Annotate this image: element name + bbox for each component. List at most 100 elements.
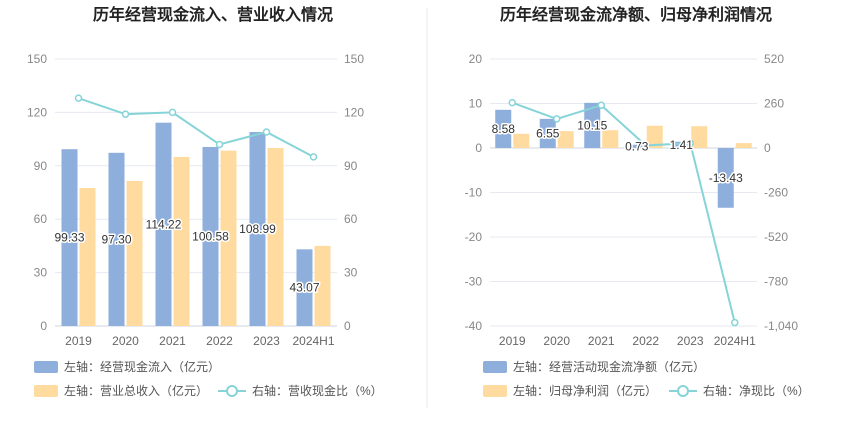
line-point <box>642 141 650 150</box>
left-axis-tick-label: -30 <box>465 275 483 289</box>
bar-primary <box>539 118 556 148</box>
bar-primary <box>673 141 690 148</box>
x-axis-tick-label: 2023 <box>677 334 704 348</box>
legend[interactable]: 左轴：经营活动现金流净额（亿元） 左轴：归母净利润（亿元） 右轴：净现比（%） <box>483 359 810 398</box>
left-axis-tick-label: 60 <box>34 212 48 226</box>
bar-primary <box>495 109 512 148</box>
legend-swatch-bar <box>483 385 507 397</box>
left-axis-tick-label: 10 <box>469 97 483 111</box>
bar-secondary <box>79 188 96 326</box>
left-axis-tick-label: -40 <box>465 319 483 333</box>
bar-primary <box>108 152 125 326</box>
line-point <box>262 128 271 136</box>
x-axis-tick-label: 2021 <box>588 334 615 348</box>
legend-swatch-marker <box>226 385 238 397</box>
right-axis-tick-label: -520 <box>764 230 788 244</box>
bar-primary <box>61 149 78 326</box>
x-axis-tick-label: 2023 <box>253 334 280 348</box>
bar-secondary <box>220 150 237 326</box>
legend-swatch-bar <box>34 361 58 373</box>
plot-area: 0 30 60 90 120 150 0 30 60 90 120 150 2019 2020 2021 20… <box>27 52 364 348</box>
legend-label: 右轴：营收现金比（%） <box>252 383 383 398</box>
legend-label: 左轴：营业总收入（亿元） <box>64 383 208 398</box>
left-axis-tick-label: 30 <box>34 266 48 280</box>
chart-title: 历年经营现金流入、营业收入情况 <box>93 5 333 24</box>
bar-data-label: 43.07 <box>289 281 319 295</box>
bar-data-label: 99.33 <box>54 231 84 245</box>
bar-secondary <box>735 143 752 148</box>
left-axis-tick-label: 90 <box>34 159 48 173</box>
line-series <box>511 101 736 323</box>
right-axis-tick-label: 60 <box>344 212 358 226</box>
right-axis-tick-label: 120 <box>344 105 364 119</box>
left-axis-tick-label: -20 <box>465 230 483 244</box>
line-point <box>215 140 224 149</box>
x-axis-tick-label: 2020 <box>543 334 570 348</box>
bar-secondary <box>557 131 574 148</box>
left-axis-tick-label: 20 <box>469 52 483 66</box>
line-point <box>731 318 739 327</box>
bar-primary <box>584 102 601 148</box>
left-axis-tick-label: 0 <box>40 319 47 333</box>
right-axis-tick-label: 30 <box>344 266 358 280</box>
line-point <box>597 101 605 109</box>
plot-area: -40 -30 -20 -10 0 10 20 -1,040 -780 -520 -260 0 260 5… <box>465 52 799 348</box>
legend-label: 左轴：经营现金流入（亿元） <box>64 359 220 374</box>
right-axis-tick-label: 520 <box>764 52 784 66</box>
line-point <box>121 110 130 118</box>
line-point <box>74 94 83 102</box>
bar-primary <box>249 131 266 326</box>
right-axis-tick-label: 0 <box>764 141 771 155</box>
bar-data-label: 8.58 <box>492 122 516 136</box>
legend-swatch-bar <box>34 385 58 397</box>
line-point <box>553 115 561 123</box>
x-axis-tick-label: 2020 <box>112 334 139 348</box>
bar-data-label: -13.43 <box>709 171 743 185</box>
right-axis-tick-label: 90 <box>344 159 358 173</box>
bar-data-label: 97.30 <box>101 232 131 246</box>
legend-swatch-bar <box>483 361 507 373</box>
legend[interactable]: 左轴：经营现金流入（亿元） 左轴：营业总收入（亿元） 右轴：营收现金比（%） <box>34 359 383 398</box>
chart-cash-inflow-revenue: 历年经营现金流入、营业收入情况 0 30 60 90 120 150 0 30 60 90 120 1… <box>27 5 383 398</box>
bar-secondary <box>267 148 284 326</box>
legend-label: 右轴：净现比（%） <box>703 383 810 398</box>
line-point <box>309 153 318 161</box>
legend-label: 左轴：归母净利润（亿元） <box>513 383 657 398</box>
left-axis-tick-label: 150 <box>27 52 47 66</box>
right-axis-tick-label: 150 <box>344 52 364 66</box>
bar-data-label: 10.15 <box>577 118 607 132</box>
left-axis-tick-label: 120 <box>27 105 47 119</box>
x-axis-tick-label: 2019 <box>65 334 92 348</box>
line-point <box>686 139 694 147</box>
bar-primary <box>717 148 734 208</box>
line-point <box>168 108 177 117</box>
bar-secondary <box>173 156 190 326</box>
x-axis-tick-label: 2024H1 <box>714 334 756 348</box>
x-axis-tick-label: 2019 <box>499 334 526 348</box>
bar-secondary <box>602 130 619 148</box>
bar-primary <box>296 249 313 326</box>
bar-secondary <box>646 125 663 148</box>
line-point <box>508 98 516 107</box>
right-axis-tick-label: -1,040 <box>764 319 798 333</box>
bar-data-label: 6.55 <box>536 126 560 140</box>
left-axis-tick-label: -10 <box>465 186 483 200</box>
x-axis-tick-label: 2022 <box>206 334 233 348</box>
legend-label: 左轴：经营活动现金流净额（亿元） <box>513 359 705 374</box>
left-axis-tick-label: 0 <box>475 141 482 155</box>
bar-data-label: 1.41 <box>670 138 694 152</box>
right-axis-tick-label: -260 <box>764 186 788 200</box>
right-axis-tick-label: -780 <box>764 275 788 289</box>
line-series <box>78 97 314 158</box>
right-axis-tick-label: 260 <box>764 97 784 111</box>
chart-net-cash-flow-profit: 历年经营现金流净额、归母净利润情况 -40 -30 -20 -10 0 10 20 -1,04… <box>465 5 810 398</box>
legend-swatch-marker <box>677 385 689 397</box>
bar-secondary <box>513 133 530 148</box>
bar-data-label: 0.73 <box>625 139 649 153</box>
bar-primary <box>628 144 645 148</box>
chart-title: 历年经营现金流净额、归母净利润情况 <box>500 5 772 24</box>
bar-data-label: 114.22 <box>146 217 182 231</box>
x-axis-tick-label: 2024H1 <box>292 334 334 348</box>
x-axis-tick-label: 2021 <box>159 334 186 348</box>
